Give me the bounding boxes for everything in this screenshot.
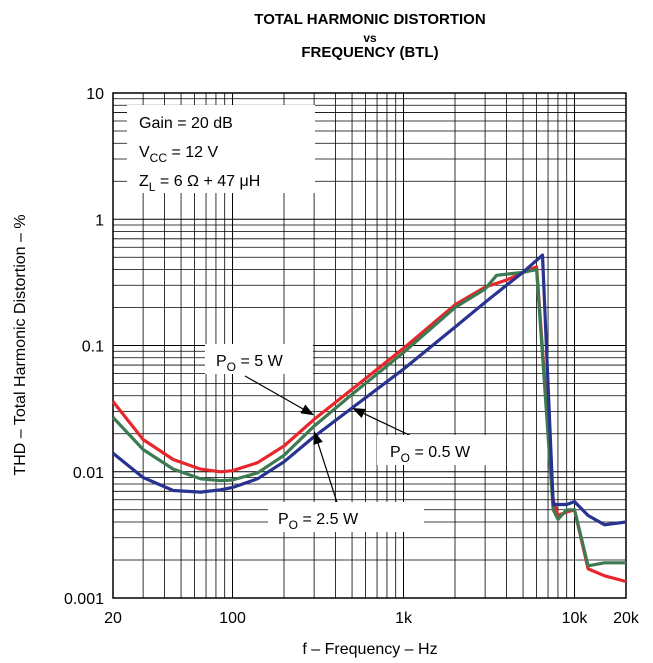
label-po-0.5w: PO = 0.5 W [377,435,503,465]
annotation-arrow-head-2 [352,407,366,419]
plot-frame [112,92,627,599]
tick-layer: 20 100 1k 10k 20k 10 1 0.1 0.01 0.001 [64,86,640,627]
label-po-0.5w-box [377,435,503,465]
annotation-arrow-head-0 [300,404,315,416]
condition-vcc-subscript: CC [150,151,168,165]
label-po-2.5w-subscript: O [289,518,298,532]
y-tick-label: 0.1 [82,339,104,356]
label-po-0.5w-value: = 0.5 W [410,444,471,461]
condition-zl-value: = 6 Ω + 47 μH [155,173,260,190]
label-po-2.5w-text: PO = 2.5 W [278,511,359,532]
label-po-5w-box [205,344,313,374]
y-tick-label: 0.01 [73,465,104,482]
y-tick-label: 10 [86,86,104,103]
chart-title-vs: vs [363,31,377,45]
x-tick-label: 10k [562,610,589,627]
label-po-2.5w: PO = 2.5 W [268,502,424,532]
annotation-arrow-line-0 [244,375,304,410]
label-po-2.5w-box [268,502,424,532]
x-tick-label: 20k [613,610,640,627]
label-po-5w: PO = 5 W [205,344,313,374]
y-axis-label: THD – Total Harmonic Distortion – % [12,214,29,475]
conditions-box [127,105,315,193]
label-po-5w-text: PO = 5 W [216,353,284,374]
label-po-2.5w-value: = 2.5 W [298,511,359,528]
y-tick-label: 0.001 [64,591,104,608]
label-po-2.5w-symbol: P [278,511,289,528]
label-po-0.5w-text: PO = 0.5 W [390,444,471,465]
condition-vcc-symbol: V [139,144,150,161]
label-po-5w-subscript: O [227,360,236,374]
chart-title: TOTAL HARMONIC DISTORTION [254,11,485,28]
condition-zl-symbol: Z [139,173,149,190]
y-tick-label: 1 [95,212,104,229]
series-line-2 [111,253,627,527]
label-po-5w-value: = 5 W [236,353,284,370]
annotation-arrow-head-1 [313,431,323,445]
series-layer [111,253,627,584]
x-axis-label: f – Frequency – Hz [302,641,437,658]
condition-zl: ZL = 6 Ω + 47 μH [139,173,260,194]
series-line-1 [111,267,626,568]
x-tick-label: 100 [219,610,246,627]
label-po-0.5w-symbol: P [390,444,401,461]
condition-gain: Gain = 20 dB [139,115,233,132]
label-po-0.5w-subscript: O [401,451,410,465]
condition-zl-subscript: L [149,180,156,194]
x-tick-label: 20 [104,610,122,627]
label-po-5w-symbol: P [216,353,227,370]
chart-subtitle: FREQUENCY (BTL) [301,44,438,61]
condition-vcc-value: = 12 V [167,144,218,161]
x-tick-label: 1k [395,610,413,627]
condition-vcc: VCC = 12 V [139,144,218,165]
